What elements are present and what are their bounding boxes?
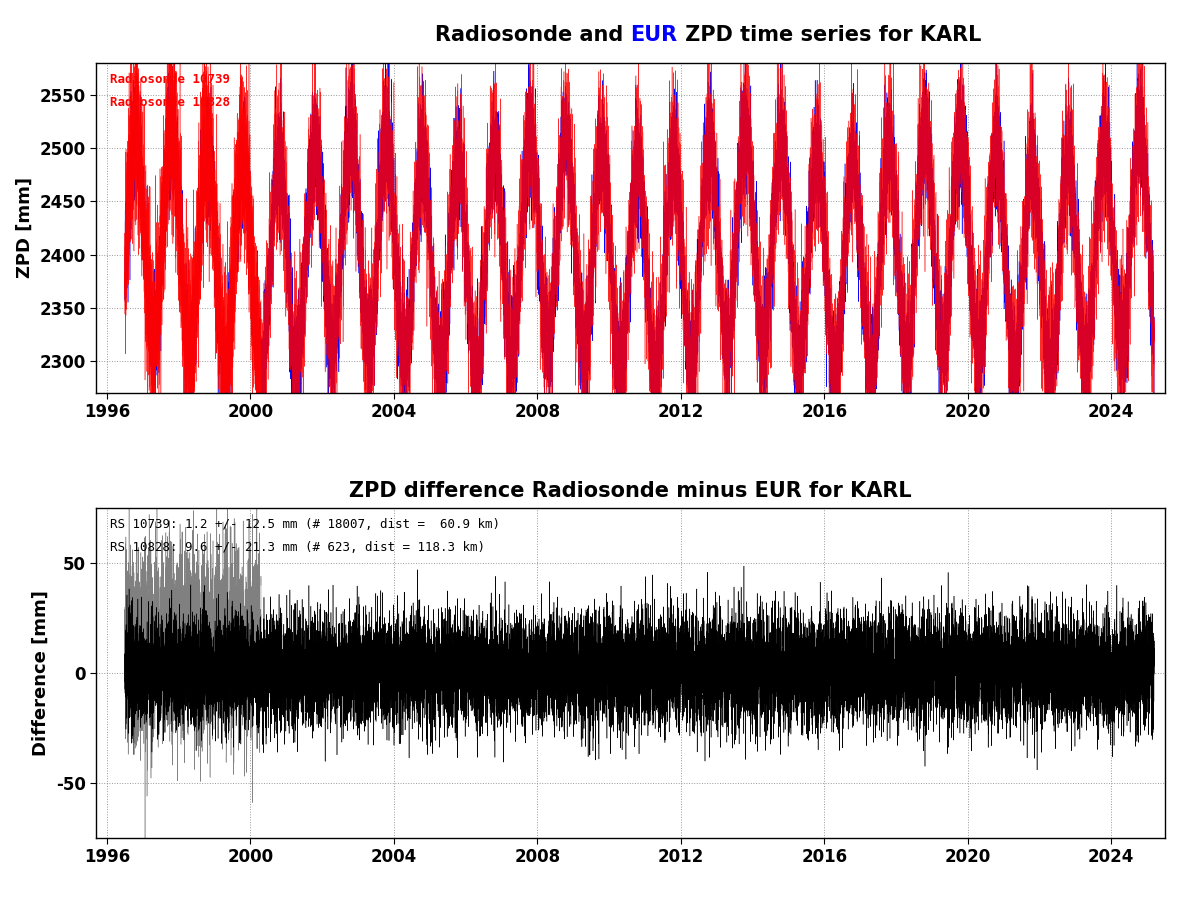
Text: Radiosonde and EUR ZPD time series for KARL: Radiosonde and EUR ZPD time series for K… — [358, 23, 903, 43]
Text: Radiosonde 10739: Radiosonde 10739 — [110, 73, 229, 86]
Text: Radiosonde and: Radiosonde and — [435, 25, 631, 45]
Y-axis label: Difference [mm]: Difference [mm] — [32, 590, 50, 756]
Text: RS 10739: 1.2 +/- 12.5 mm (# 18007, dist =  60.9 km): RS 10739: 1.2 +/- 12.5 mm (# 18007, dist… — [110, 518, 500, 531]
Text: EUR: EUR — [631, 25, 677, 45]
Text: RS 10828: 9.6 +/- 21.3 mm (# 623, dist = 118.3 km): RS 10828: 9.6 +/- 21.3 mm (# 623, dist =… — [110, 542, 485, 554]
Y-axis label: ZPD [mm]: ZPD [mm] — [16, 177, 34, 278]
Text: Radiosonde 10828: Radiosonde 10828 — [110, 96, 229, 109]
Title: ZPD difference Radiosonde minus EUR for KARL: ZPD difference Radiosonde minus EUR for … — [349, 481, 912, 501]
Text: ZPD time series for KARL: ZPD time series for KARL — [677, 25, 981, 45]
